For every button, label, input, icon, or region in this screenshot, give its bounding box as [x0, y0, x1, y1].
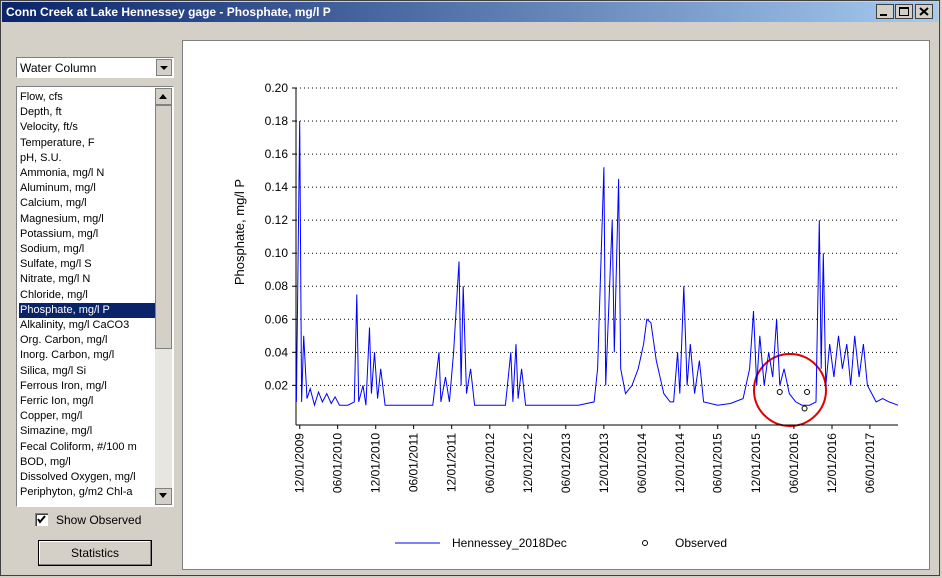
x-tick-label: 06/01/2011: [407, 433, 421, 492]
list-item[interactable]: Ferrous Iron, mg/l: [20, 379, 107, 392]
observed-point: [776, 388, 783, 395]
list-item[interactable]: Nitrate, mg/l N: [20, 273, 91, 286]
list-item[interactable]: Temperature, F: [20, 136, 95, 149]
chart-border: [182, 40, 930, 570]
x-tick-label: 06/01/2016: [787, 433, 801, 493]
legend-marker: [642, 540, 648, 546]
y-tick-label: 0.12: [265, 213, 289, 227]
y-tick-label: 0.18: [265, 114, 289, 128]
x-tick-label: 12/01/2016: [825, 433, 839, 493]
observed-point: [804, 388, 811, 395]
list-item[interactable]: pH, S.U.: [20, 151, 62, 164]
list-item[interactable]: Simazine, mg/l: [20, 425, 93, 438]
list-item[interactable]: Phosphate, mg/l P: [19, 302, 155, 318]
list-item[interactable]: Depth, ft: [20, 106, 62, 119]
list-item[interactable]: Flow, cfs: [20, 91, 63, 103]
y-axis-label: Phosphate, mg/l P: [232, 179, 247, 285]
list-item[interactable]: BOD, mg/l: [20, 455, 71, 468]
list-item[interactable]: Ferric Ion, mg/l: [20, 395, 94, 407]
x-tick-label: 12/01/2011: [445, 433, 459, 492]
window-title: Conn Creek at Lake Hennessey gage - Phos…: [6, 5, 331, 19]
x-tick-label: 12/01/2015: [749, 433, 763, 493]
x-tick-label: 06/01/2017: [863, 433, 877, 493]
dropdown[interactable]: Water Column: [16, 57, 174, 78]
list-item[interactable]: Magnesium, mg/l: [20, 212, 104, 225]
checkbox-label[interactable]: Show Observed: [56, 513, 142, 527]
list-item[interactable]: Alkalinity, mg/l CaCO3: [20, 319, 130, 331]
title-bar: Conn Creek at Lake Hennessey gage - Phos…: [2, 2, 938, 22]
list-item[interactable]: Aluminum, mg/l: [20, 182, 96, 195]
chart: Phosphate, mg/l P 0.02 0.04 0.06 0.08 0.10 0.…: [182, 40, 930, 570]
y-tick-label: 0.16: [265, 147, 289, 161]
dropdown-arrow[interactable]: [156, 59, 172, 76]
x-tick-label: 06/01/2014: [635, 433, 649, 493]
highlight-circle: [753, 353, 827, 427]
window-buttons[interactable]: [876, 4, 934, 20]
list-item[interactable]: Silica, mg/l Si: [20, 364, 87, 377]
list-item[interactable]: Velocity, ft/s: [20, 121, 78, 134]
scrollbar[interactable]: [155, 88, 172, 505]
list-item[interactable]: Copper, mg/l: [20, 410, 83, 423]
list-item[interactable]: Periphyton, g/m2 Chl-a: [20, 486, 133, 499]
check-mark: [37, 515, 46, 524]
list-item[interactable]: Fecal Coliform, #/100 m: [20, 440, 137, 453]
x-tick-label: 12/01/2009: [293, 433, 307, 493]
list-item[interactable]: Inorg. Carbon, mg/l: [20, 349, 115, 362]
x-tick-label: 06/01/2012: [483, 433, 497, 493]
x-tick-label: 12/01/2012: [521, 433, 535, 493]
y-tick-label: 0.06: [265, 312, 289, 326]
x-tick-label: 06/01/2015: [711, 433, 725, 493]
x-tick-label: 06/01/2013: [559, 433, 573, 493]
y-tick-label: 0.20: [265, 81, 289, 95]
list-item[interactable]: Chloride, mg/l: [20, 288, 88, 301]
checkbox[interactable]: [35, 513, 48, 526]
x-tick-label: 12/01/2010: [369, 433, 383, 493]
y-tick-label: 0.08: [265, 279, 289, 293]
series-line: [295, 120, 899, 408]
y-tick-label: 0.10: [265, 246, 289, 260]
y-tick-label: 0.02: [265, 378, 289, 392]
x-tick-label: 06/01/2010: [331, 433, 345, 493]
list-item[interactable]: Sulfate, mg/l S: [20, 258, 92, 271]
statistics-button[interactable]: Statistics: [38, 540, 152, 566]
dropdown-value: Water Column: [20, 61, 97, 75]
observed-point: [801, 405, 808, 412]
legend-label: Hennessey_2018Dec: [452, 536, 567, 550]
x-tick-label: 12/01/2014: [673, 433, 687, 493]
list-item[interactable]: Sodium, mg/l: [20, 243, 85, 255]
list-item[interactable]: Org. Carbon, mg/l: [20, 334, 108, 347]
listbox[interactable]: Flow, cfs Depth, ft Velocity, ft/s Temperat…: [16, 86, 174, 507]
list-item[interactable]: Potassium, mg/l: [20, 227, 99, 240]
list-item[interactable]: Dissolved Oxygen, mg/l: [20, 471, 136, 483]
y-tick-label: 0.04: [265, 345, 289, 359]
list-item[interactable]: Calcium, mg/l: [20, 197, 87, 210]
y-tick-label: 0.14: [265, 180, 289, 194]
legend-label: Observed: [675, 536, 727, 550]
list-item[interactable]: Ammonia, mg/l N: [20, 167, 105, 179]
x-tick-label: 12/01/2013: [597, 433, 611, 493]
